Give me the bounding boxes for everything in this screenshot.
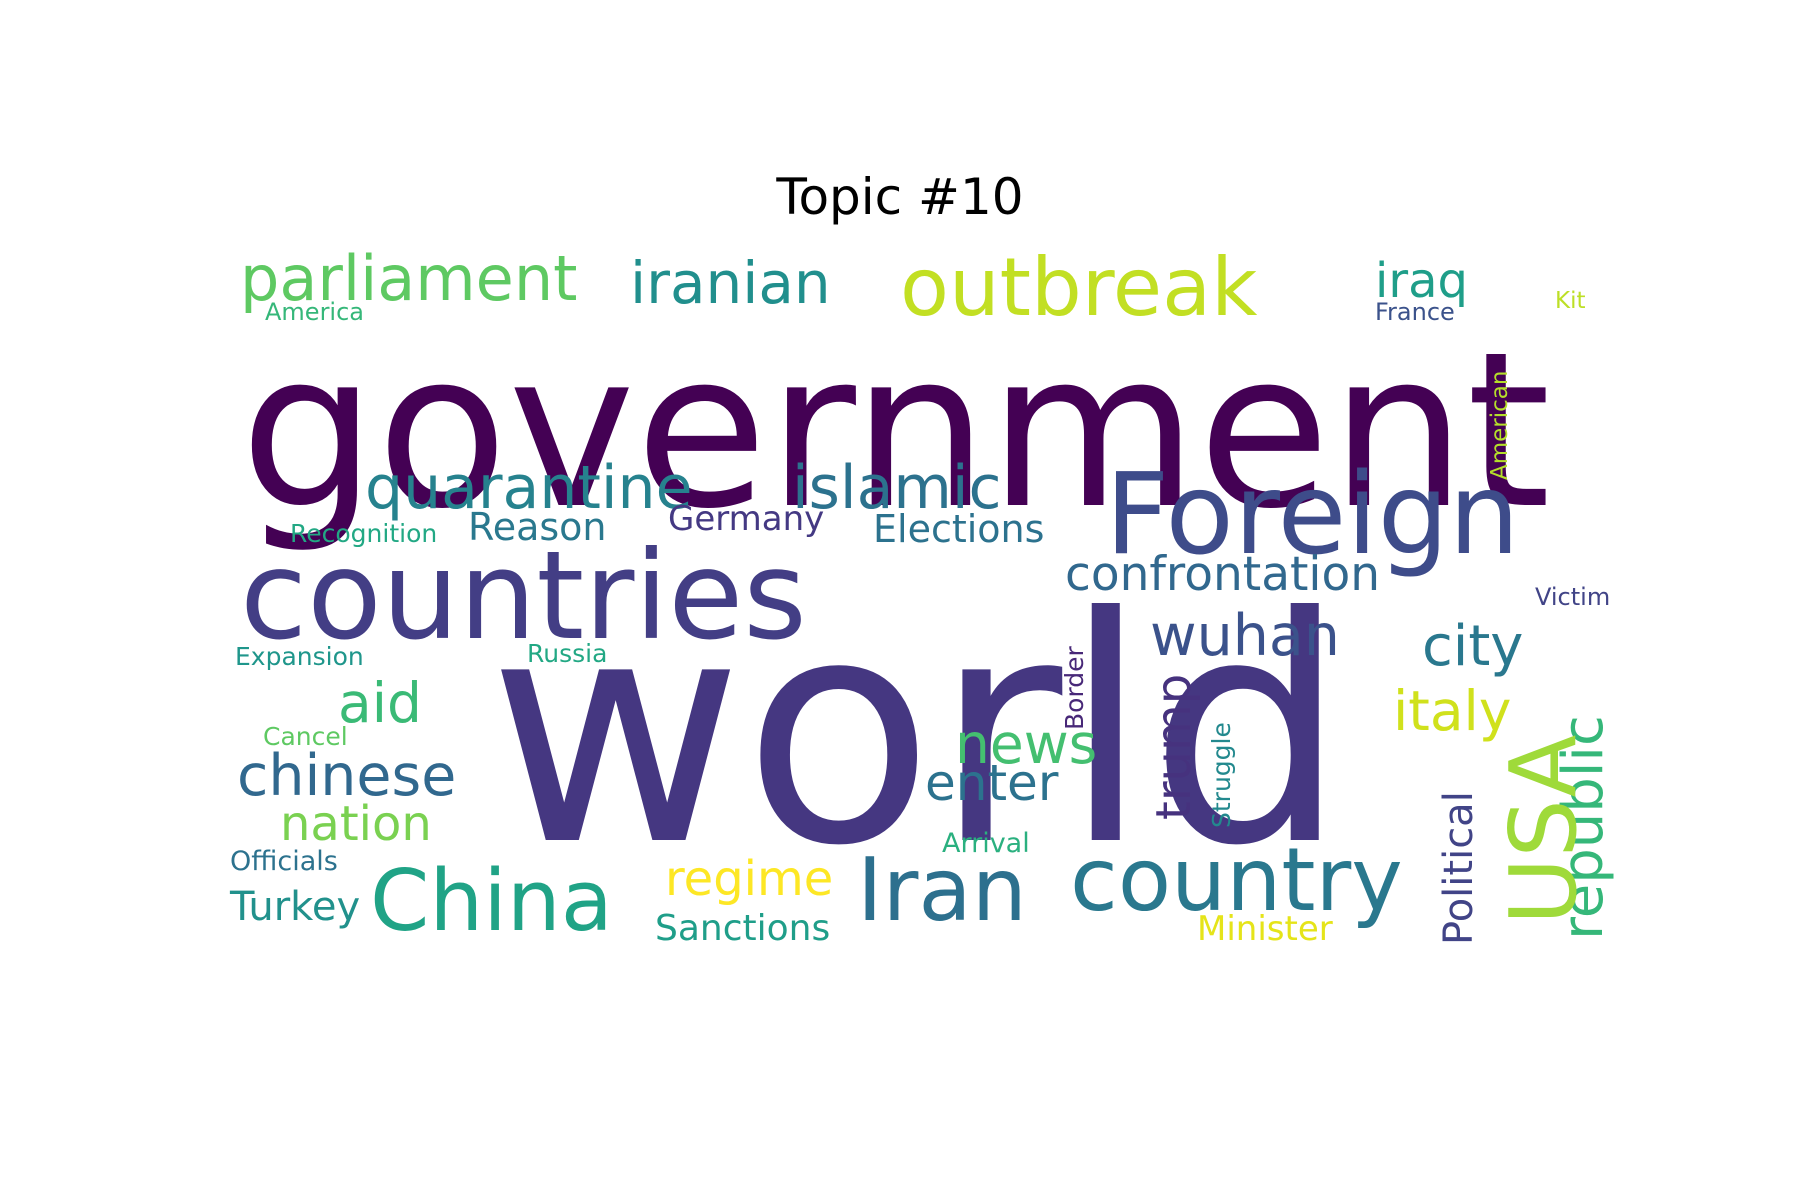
word-city: city (1422, 614, 1523, 679)
word-country: country (1070, 829, 1403, 931)
word-regime: regime (665, 851, 833, 907)
word-outbreak: outbreak (900, 241, 1258, 334)
word-confrontation: confrontation (1065, 547, 1380, 602)
word-recognition: Recognition (290, 519, 437, 548)
figure-title: Topic #10 (776, 168, 1024, 226)
word-italy: italy (1393, 679, 1511, 743)
word-arrival: Arrival (942, 828, 1030, 859)
word-islamic: islamic (792, 453, 1001, 523)
word-turkey: Turkey (229, 884, 360, 930)
word-reason: Reason (468, 505, 607, 549)
word-world: world (488, 550, 1347, 914)
word-iranian: iranian (630, 249, 831, 317)
word-sanctions: Sanctions (655, 908, 830, 949)
word-government: government (240, 305, 1551, 556)
word-iraq: iraq (1375, 253, 1468, 309)
word-trump: trump (1146, 674, 1202, 820)
word-america: America (265, 298, 364, 326)
word-aid: aid (338, 671, 422, 735)
word-border: Border (1060, 645, 1089, 730)
word-officials: Officials (230, 846, 338, 877)
word-iran: Iran (857, 839, 1027, 941)
word-parliament: parliament (240, 242, 577, 315)
word-expansion: Expansion (235, 642, 364, 671)
word-news: news (955, 712, 1097, 776)
word-quarantine: quarantine (365, 453, 692, 523)
word-russia: Russia (527, 639, 607, 668)
word-elections: Elections (873, 507, 1044, 551)
word-cancel: Cancel (263, 722, 348, 751)
word-minister: Minister (1197, 909, 1333, 949)
word-victim: Victim (1535, 583, 1610, 611)
word-china: China (370, 852, 613, 951)
word-republic: republic (1551, 715, 1616, 940)
word-political: Political (1436, 791, 1482, 945)
word-foreign: Foreign (1105, 450, 1520, 580)
word-enter: enter (925, 754, 1059, 812)
word-nation: nation (280, 796, 432, 852)
word-germany: Germany (668, 499, 824, 539)
word-chinese: chinese (237, 743, 456, 809)
word-france: France (1375, 298, 1455, 326)
word-struggle: Struggle (1207, 722, 1236, 828)
word-countries: countries (240, 525, 807, 667)
word-usa: USA (1490, 735, 1597, 925)
word-wuhan: wuhan (1150, 603, 1340, 669)
word-american: American (1487, 371, 1513, 480)
word-kit: Kit (1555, 288, 1586, 314)
